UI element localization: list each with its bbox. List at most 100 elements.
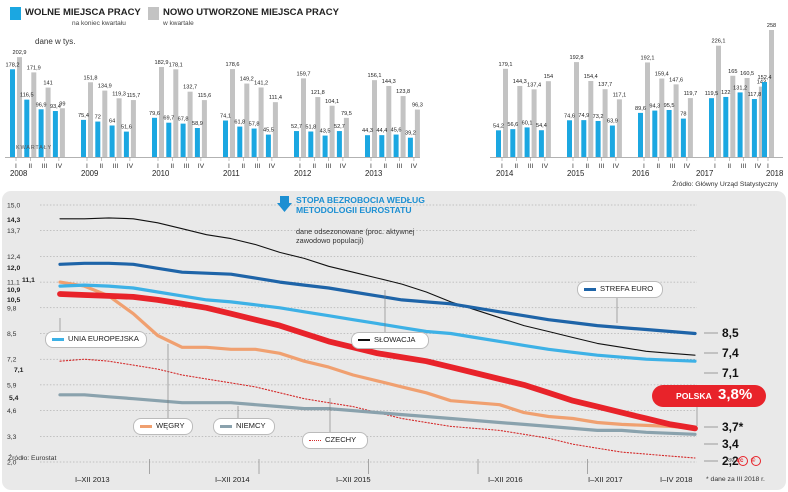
ytick-label-0: 15,0 [7, 203, 20, 210]
start-label-sk: 14,3 [7, 217, 20, 224]
bar-new-2015-I [574, 62, 579, 157]
bar-open-2018-I [762, 81, 767, 157]
label-new-2009-III: 119,3 [112, 91, 126, 97]
quarter-label-2017-I: I [714, 163, 716, 170]
label-open-2014-I: 54,2 [493, 123, 504, 129]
bar-new-2009-II [102, 90, 108, 157]
label-open-2009-III: 64 [109, 118, 115, 124]
label-new-2010-I: 182,9 [155, 60, 169, 66]
legend-callout-strefa-euro: STREFA EURO [577, 281, 663, 298]
ytick-label-9: 3,3 [7, 434, 17, 441]
label-open-2016-II: 94,3 [649, 104, 660, 110]
label-new-2014-III: 137,4 [527, 82, 541, 88]
label-new-2009-IV: 115,7 [127, 93, 141, 99]
end-label-sk: 7,4 [722, 346, 739, 360]
bar-new-2012-I [301, 78, 306, 157]
polska-value: 3,8% [718, 386, 753, 403]
line-chart-title: STOPA BEZROBOCIA WEDŁUG METODOLOGII EURO… [296, 195, 425, 215]
label-new-2015-II: 154,4 [584, 74, 598, 80]
swatch-unia-europejska [52, 338, 64, 341]
year-label-2018: 2018 [766, 169, 783, 178]
label-new-2011-II: 149,2 [240, 77, 254, 83]
quarter-label-2014-I: I [501, 163, 503, 170]
start-label-hu: 11,1 [22, 277, 35, 284]
label-open-2017-IV: 117,8 [748, 92, 762, 98]
label-strefa-euro: STREFA EURO [600, 284, 654, 293]
start-label-eu: 10,9 [7, 287, 20, 294]
label-new-2016-III: 147,6 [669, 77, 683, 83]
bar-open-2009-III [109, 125, 115, 157]
line-chart-subtitle: dane odsezonowane (proc. aktywnej zawodo… [296, 227, 415, 245]
xtick-label-3: I–XII 2016 [488, 475, 523, 484]
quarter-label-2010-III: III [184, 163, 190, 170]
source-bottom: Źródło: Eurostat [8, 455, 57, 462]
bar-open-2015-I [567, 120, 572, 157]
quarter-label-2016-I: I [643, 163, 645, 170]
label-open-2016-I: 89,6 [635, 106, 646, 112]
label-new-2011-IV: 111,4 [269, 95, 282, 101]
year-label-2015: 2015 [567, 169, 585, 178]
quarter-label-2010-II: II [170, 163, 174, 170]
quarter-label-2017-III: III [741, 163, 747, 170]
ytick-label-6: 7,2 [7, 357, 17, 364]
bar-open-2009-IV [123, 131, 129, 157]
bar-open-2009-II [95, 121, 101, 157]
ytick-label-5: 8,5 [7, 331, 17, 338]
bar-new-2015-III [602, 89, 608, 157]
bar-new-2008-IV [59, 108, 65, 157]
quarter-label-2008-II: II [28, 163, 32, 170]
legend-callout-niemcy: NIEMCY [213, 418, 275, 435]
label-new-2009-I: 151,8 [84, 75, 98, 81]
bar-open-2016-IV [680, 118, 686, 157]
ytick-label-10: 2,0 [7, 460, 17, 467]
bar-open-2011-III [251, 128, 257, 157]
kwartaly-label: KWARTAŁY [16, 145, 52, 151]
quarter-label-2008-IV: IV [56, 163, 63, 170]
label-new-2013-I: 156,1 [368, 73, 382, 79]
label-open-2012-III: 43,5 [320, 129, 331, 135]
bar-new-2016-I [645, 62, 650, 157]
label-open-2008-IV: 93,4 [50, 104, 61, 110]
label-czechy: CZECHY [325, 435, 357, 444]
label-new-2016-II: 159,4 [655, 72, 669, 78]
bar-new-2010-I [159, 66, 164, 157]
bar-open-2012-I [294, 131, 299, 157]
series-line-pl [57, 291, 698, 432]
end-label-hu: 3,7* [722, 420, 744, 434]
arrow-down-icon-shape [277, 196, 292, 212]
bar-open-2010-II [166, 122, 172, 157]
label-new-2008-II: 171,9 [27, 65, 41, 71]
label-open-2013-III: 45,6 [391, 128, 402, 134]
quarter-label-2012-I: I [299, 163, 301, 170]
bar-open-2013-III [393, 134, 399, 157]
bar-open-2012-IV [336, 131, 342, 157]
quarter-label-2014-III: III [528, 163, 534, 170]
label-new-2010-IV: 115,6 [198, 93, 212, 99]
bar-new-2009-I [88, 82, 93, 157]
label-open-2010-I: 79,6 [149, 111, 160, 117]
bar-open-2014-II [510, 129, 516, 157]
units-label: dane w tys. [35, 37, 76, 46]
bar-open-2011-II [237, 126, 243, 157]
label-new-2010-III: 132,7 [183, 85, 197, 91]
label-new-2012-IV: 79,5 [341, 111, 352, 117]
quarter-label-2013-III: III [397, 163, 403, 170]
label-new-2014-IV: 154 [544, 74, 553, 80]
swatch-strefa-euro [584, 288, 596, 291]
legend-new-sub: w kwartale [163, 20, 194, 27]
quarter-label-2009-III: III [113, 163, 119, 170]
label-open-2013-IV: 39,2 [405, 131, 416, 137]
legend-open-sub: na koniec kwartału [72, 20, 126, 27]
bar-open-2016-II [652, 110, 658, 157]
bar-new-2014-I [503, 68, 508, 157]
label-niemcy: NIEMCY [236, 421, 266, 430]
quarter-label-2015-III: III [599, 163, 605, 170]
label-open-2011-IV: 45,5 [263, 128, 274, 134]
label-new-2016-I: 192,1 [641, 55, 655, 61]
bar-open-2010-III [180, 123, 186, 157]
bar-new-2014-IV [545, 81, 551, 157]
legend-open-title: WOLNE MIEJSCA PRACY [25, 7, 141, 18]
legend-new-title: NOWO UTWORZONE MIEJSCA PRACY [163, 7, 339, 18]
quarter-label-2011-IV: IV [269, 163, 276, 170]
